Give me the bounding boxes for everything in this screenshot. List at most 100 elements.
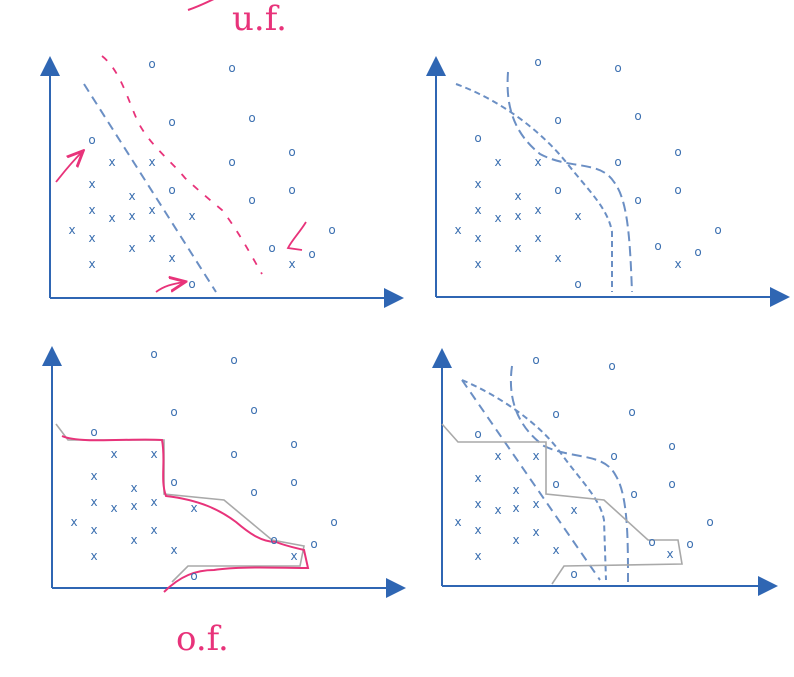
linear-boundary xyxy=(461,379,601,581)
circle-marker-p2-8: o xyxy=(634,193,641,207)
cross-marker-p3-12: x xyxy=(170,543,177,557)
circle-marker-p2-0: o xyxy=(534,55,541,69)
circle-marker-p1-13: o xyxy=(188,277,195,291)
circle-marker-p2-3: o xyxy=(634,109,641,123)
circle-marker-p4-3: o xyxy=(628,405,635,419)
circle-marker-p1-7: o xyxy=(168,183,175,197)
cross-marker-p4-8: x xyxy=(454,515,461,529)
circle-marker-p1-3: o xyxy=(248,111,255,125)
panel-overfit-boundary xyxy=(42,346,406,598)
cross-marker-p3-8: x xyxy=(70,515,77,529)
cross-marker-p1-10: x xyxy=(128,241,135,255)
circle-marker-p4-4: o xyxy=(474,427,481,441)
cross-marker-p3-14: x xyxy=(130,481,137,495)
circle-marker-p3-1: o xyxy=(230,353,237,367)
circle-marker-p3-7: o xyxy=(170,475,177,489)
cross-marker-p3-11: x xyxy=(150,523,157,537)
cross-marker-p2-11: x xyxy=(534,231,541,245)
cross-marker-p1-14: x xyxy=(128,189,135,203)
cross-marker-p1-5: x xyxy=(128,209,135,223)
circle-marker-p2-11: o xyxy=(694,245,701,259)
cross-marker-p4-4: x xyxy=(494,503,501,517)
cross-marker-p1-4: x xyxy=(108,211,115,225)
cross-marker-p3-3: x xyxy=(90,495,97,509)
circle-marker-p2-2: o xyxy=(554,113,561,127)
cross-marker-p3-7: x xyxy=(190,501,197,515)
cross-marker-p2-8: x xyxy=(454,223,461,237)
circle-marker-p3-4: o xyxy=(90,425,97,439)
cross-marker-p2-1: x xyxy=(534,155,541,169)
cross-marker-p3-1: x xyxy=(150,447,157,461)
circle-marker-p3-5: o xyxy=(230,447,237,461)
circle-marker-p2-9: o xyxy=(674,183,681,197)
linear-boundary xyxy=(83,83,217,293)
circle-marker-p4-6: o xyxy=(668,439,675,453)
cross-marker-p2-13: x xyxy=(474,257,481,271)
cross-marker-p4-1: x xyxy=(532,449,539,463)
overfit-label: o.f. xyxy=(176,619,229,659)
cross-marker-p2-14: x xyxy=(514,189,521,203)
circle-marker-p4-11: o xyxy=(686,537,693,551)
dashed-boundary-b xyxy=(506,71,633,293)
dashed-boundary-b xyxy=(509,365,629,583)
circle-marker-p2-5: o xyxy=(614,155,621,169)
circle-marker-p3-8: o xyxy=(250,485,257,499)
cross-marker-p4-9: x xyxy=(474,523,481,537)
circle-marker-p1-10: o xyxy=(268,241,275,255)
cross-marker-p3-0: x xyxy=(110,447,117,461)
circle-marker-p4-9: o xyxy=(668,477,675,491)
cross-marker-p3-4: x xyxy=(110,501,117,515)
cross-marker-p1-13: x xyxy=(88,257,95,271)
panel-linear-boundary xyxy=(40,55,404,308)
circle-marker-p3-2: o xyxy=(170,405,177,419)
cross-marker-p4-13: x xyxy=(474,549,481,563)
underfit-label: u.f. xyxy=(232,0,287,39)
cross-marker-p3-15: x xyxy=(290,549,297,563)
panel-combined-boundaries xyxy=(432,348,778,596)
circle-marker-p2-12: o xyxy=(714,223,721,237)
cross-marker-p4-6: x xyxy=(532,497,539,511)
circle-marker-p1-6: o xyxy=(288,145,295,159)
circle-marker-p3-13: o xyxy=(190,569,197,583)
pink-boundary-sketch xyxy=(101,55,263,275)
pink-arrow-bottom xyxy=(155,282,184,293)
cross-marker-p1-0: x xyxy=(108,155,115,169)
pink-arrow-left xyxy=(55,152,82,183)
circle-marker-p1-11: o xyxy=(308,247,315,261)
cross-marker-p1-6: x xyxy=(148,203,155,217)
circle-marker-p2-4: o xyxy=(474,131,481,145)
circle-marker-p4-8: o xyxy=(630,487,637,501)
underfit-annotation: u.f. xyxy=(187,0,287,39)
cross-marker-p2-10: x xyxy=(514,241,521,255)
cross-marker-p1-15: x xyxy=(288,257,295,271)
cross-marker-p1-1: x xyxy=(148,155,155,169)
circle-marker-p2-6: o xyxy=(674,145,681,159)
cross-marker-p3-2: x xyxy=(90,469,97,483)
cross-marker-p2-9: x xyxy=(474,231,481,245)
circle-marker-p2-13: o xyxy=(574,277,581,291)
cross-marker-p3-10: x xyxy=(130,533,137,547)
cross-marker-p3-13: x xyxy=(90,549,97,563)
circle-marker-p2-10: o xyxy=(654,239,661,253)
circle-marker-p3-10: o xyxy=(270,533,277,547)
cross-marker-p4-15: x xyxy=(666,547,673,561)
circle-marker-p4-10: o xyxy=(648,535,655,549)
cross-marker-p2-3: x xyxy=(474,203,481,217)
cross-marker-p4-7: x xyxy=(570,503,577,517)
overfit-boundary-pink xyxy=(61,435,310,593)
circle-marker-p3-9: o xyxy=(290,475,297,489)
circle-marker-p1-12: o xyxy=(328,223,335,237)
circle-marker-p2-7: o xyxy=(554,183,561,197)
dashed-boundary-a xyxy=(455,83,613,292)
cross-marker-p3-6: x xyxy=(150,495,157,509)
panel-curved-boundary xyxy=(426,56,790,307)
circle-marker-p4-0: o xyxy=(532,353,539,367)
cross-marker-p3-5: x xyxy=(130,499,137,513)
cross-marker-p1-9: x xyxy=(88,231,95,245)
circle-marker-p1-1: o xyxy=(228,61,235,75)
cross-marker-p1-2: x xyxy=(88,177,95,191)
cross-marker-p4-14: x xyxy=(512,483,519,497)
circle-marker-p4-2: o xyxy=(552,407,559,421)
cross-marker-p4-10: x xyxy=(512,533,519,547)
